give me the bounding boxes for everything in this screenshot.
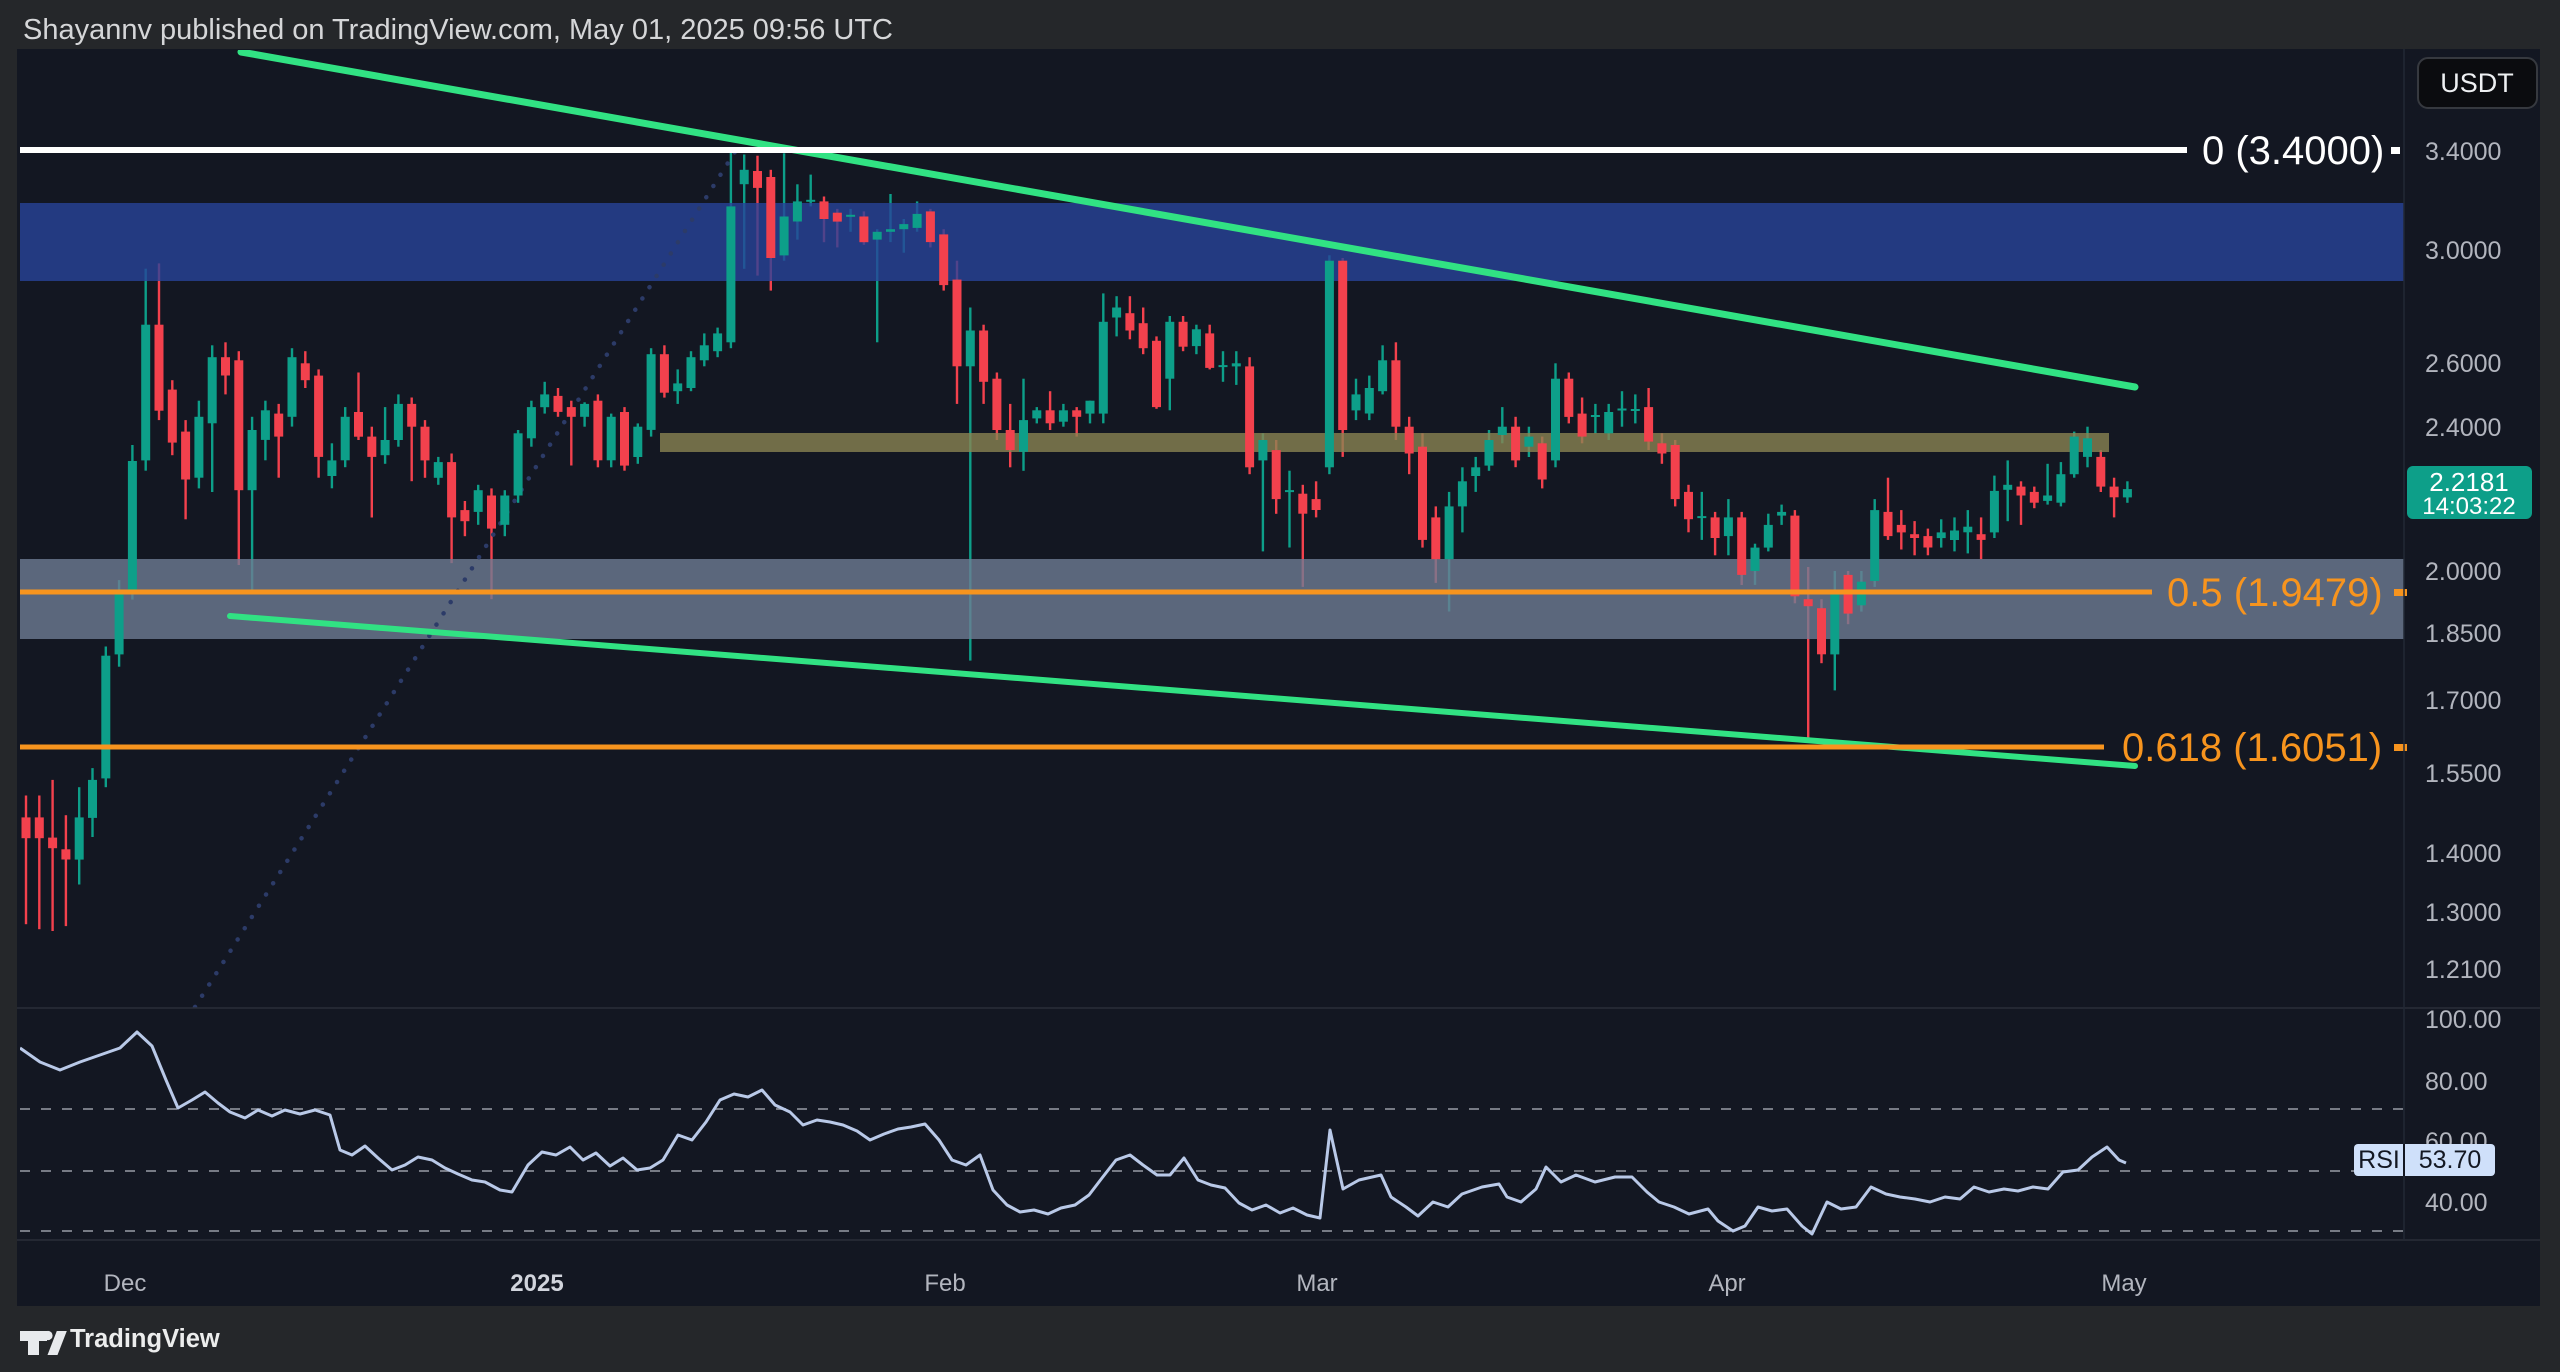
svg-text:1.8500: 1.8500 <box>2425 620 2501 648</box>
svg-text:2.4000: 2.4000 <box>2425 414 2501 442</box>
svg-text:USDT: USDT <box>2440 68 2514 98</box>
svg-text:3.0000: 3.0000 <box>2425 237 2501 265</box>
svg-text:3.4000: 3.4000 <box>2425 138 2501 166</box>
svg-text:1.3000: 1.3000 <box>2425 899 2501 927</box>
svg-text:14:03:22: 14:03:22 <box>2422 493 2515 520</box>
svg-text:Apr: Apr <box>1708 1270 1745 1297</box>
svg-text:2.2181: 2.2181 <box>2429 467 2509 497</box>
svg-text:May: May <box>2101 1270 2146 1297</box>
svg-text:1.4000: 1.4000 <box>2425 840 2501 868</box>
svg-text:Mar: Mar <box>1296 1270 1337 1297</box>
svg-text:2025: 2025 <box>510 1270 563 1297</box>
svg-text:RSI: RSI <box>2358 1146 2400 1174</box>
svg-text:53.70: 53.70 <box>2419 1146 2482 1174</box>
svg-text:1.2100: 1.2100 <box>2425 956 2501 984</box>
svg-text:2.0000: 2.0000 <box>2425 558 2501 586</box>
svg-text:0.5 (1.9479): 0.5 (1.9479) <box>2167 571 2383 615</box>
svg-text:Feb: Feb <box>924 1270 965 1297</box>
svg-text:100.00: 100.00 <box>2425 1006 2501 1034</box>
svg-text:TradingView: TradingView <box>70 1325 220 1353</box>
svg-text:80.00: 80.00 <box>2425 1068 2488 1096</box>
svg-text:2.6000: 2.6000 <box>2425 350 2501 378</box>
svg-text:1.7000: 1.7000 <box>2425 687 2501 715</box>
svg-text:0.618 (1.6051): 0.618 (1.6051) <box>2122 726 2382 770</box>
svg-text:1.5500: 1.5500 <box>2425 760 2501 788</box>
svg-text:Shayannv published on TradingV: Shayannv published on TradingView.com, M… <box>23 14 893 46</box>
svg-text:40.00: 40.00 <box>2425 1189 2488 1217</box>
svg-text:0 (3.4000): 0 (3.4000) <box>2202 129 2384 173</box>
svg-text:Dec: Dec <box>104 1270 147 1297</box>
